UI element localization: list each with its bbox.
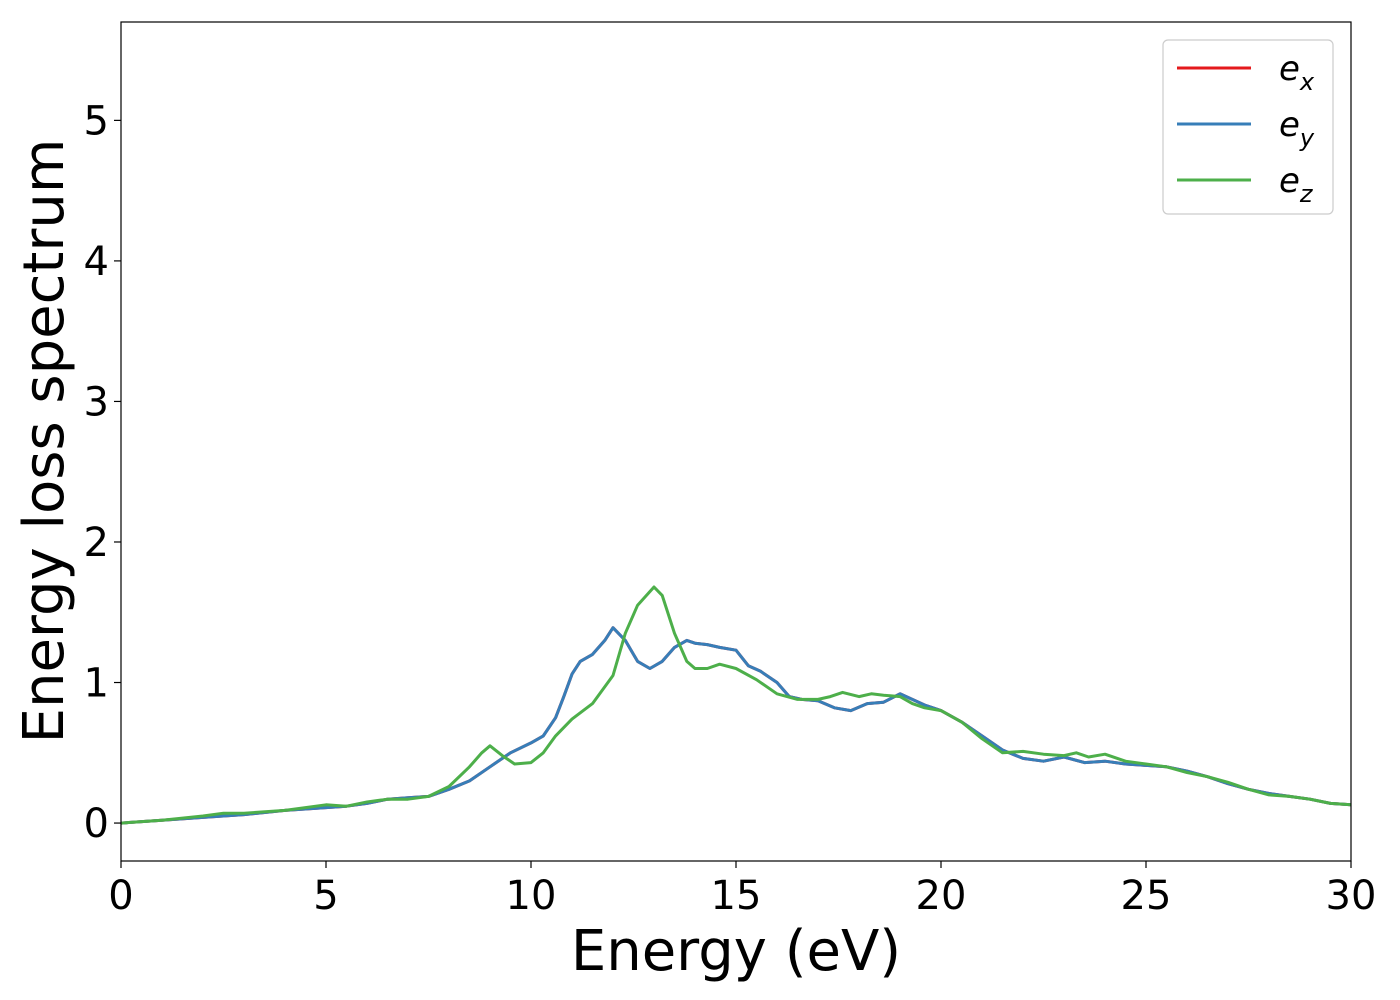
legend-label-ex: ex [1279, 49, 1315, 96]
legend: ex ey ez [1162, 39, 1334, 215]
x-axis-label: Energy (eV) [571, 919, 901, 984]
y-tick-label: 5 [84, 98, 109, 144]
x-tick-label: 15 [711, 873, 762, 919]
x-tick-label: 0 [108, 873, 133, 919]
plot-area [120, 585, 1352, 825]
x-tick-label: 5 [313, 873, 338, 919]
x-tick-label: 10 [506, 873, 557, 919]
y-tick-label: 0 [84, 801, 109, 847]
x-axis-ticks: 0 5 10 15 20 25 30 [108, 861, 1376, 919]
y-axis-ticks: 0 1 2 3 4 5 [84, 98, 121, 847]
series-line-ez [120, 585, 1352, 825]
legend-label-ey: ey [1279, 105, 1315, 152]
y-tick-label: 2 [84, 520, 109, 566]
x-tick-label: 20 [916, 873, 967, 919]
series-line-ey [120, 626, 1352, 825]
x-tick-label: 25 [1121, 873, 1172, 919]
legend-box [1162, 39, 1334, 215]
x-tick-label: 30 [1326, 873, 1377, 919]
y-tick-label: 4 [84, 239, 109, 285]
y-tick-label: 1 [84, 661, 109, 707]
legend-label-ez: ez [1279, 161, 1314, 208]
y-tick-label: 3 [84, 379, 109, 425]
series-line-ex [120, 626, 1352, 825]
y-axis-label: Energy loss spectrum [12, 139, 77, 744]
